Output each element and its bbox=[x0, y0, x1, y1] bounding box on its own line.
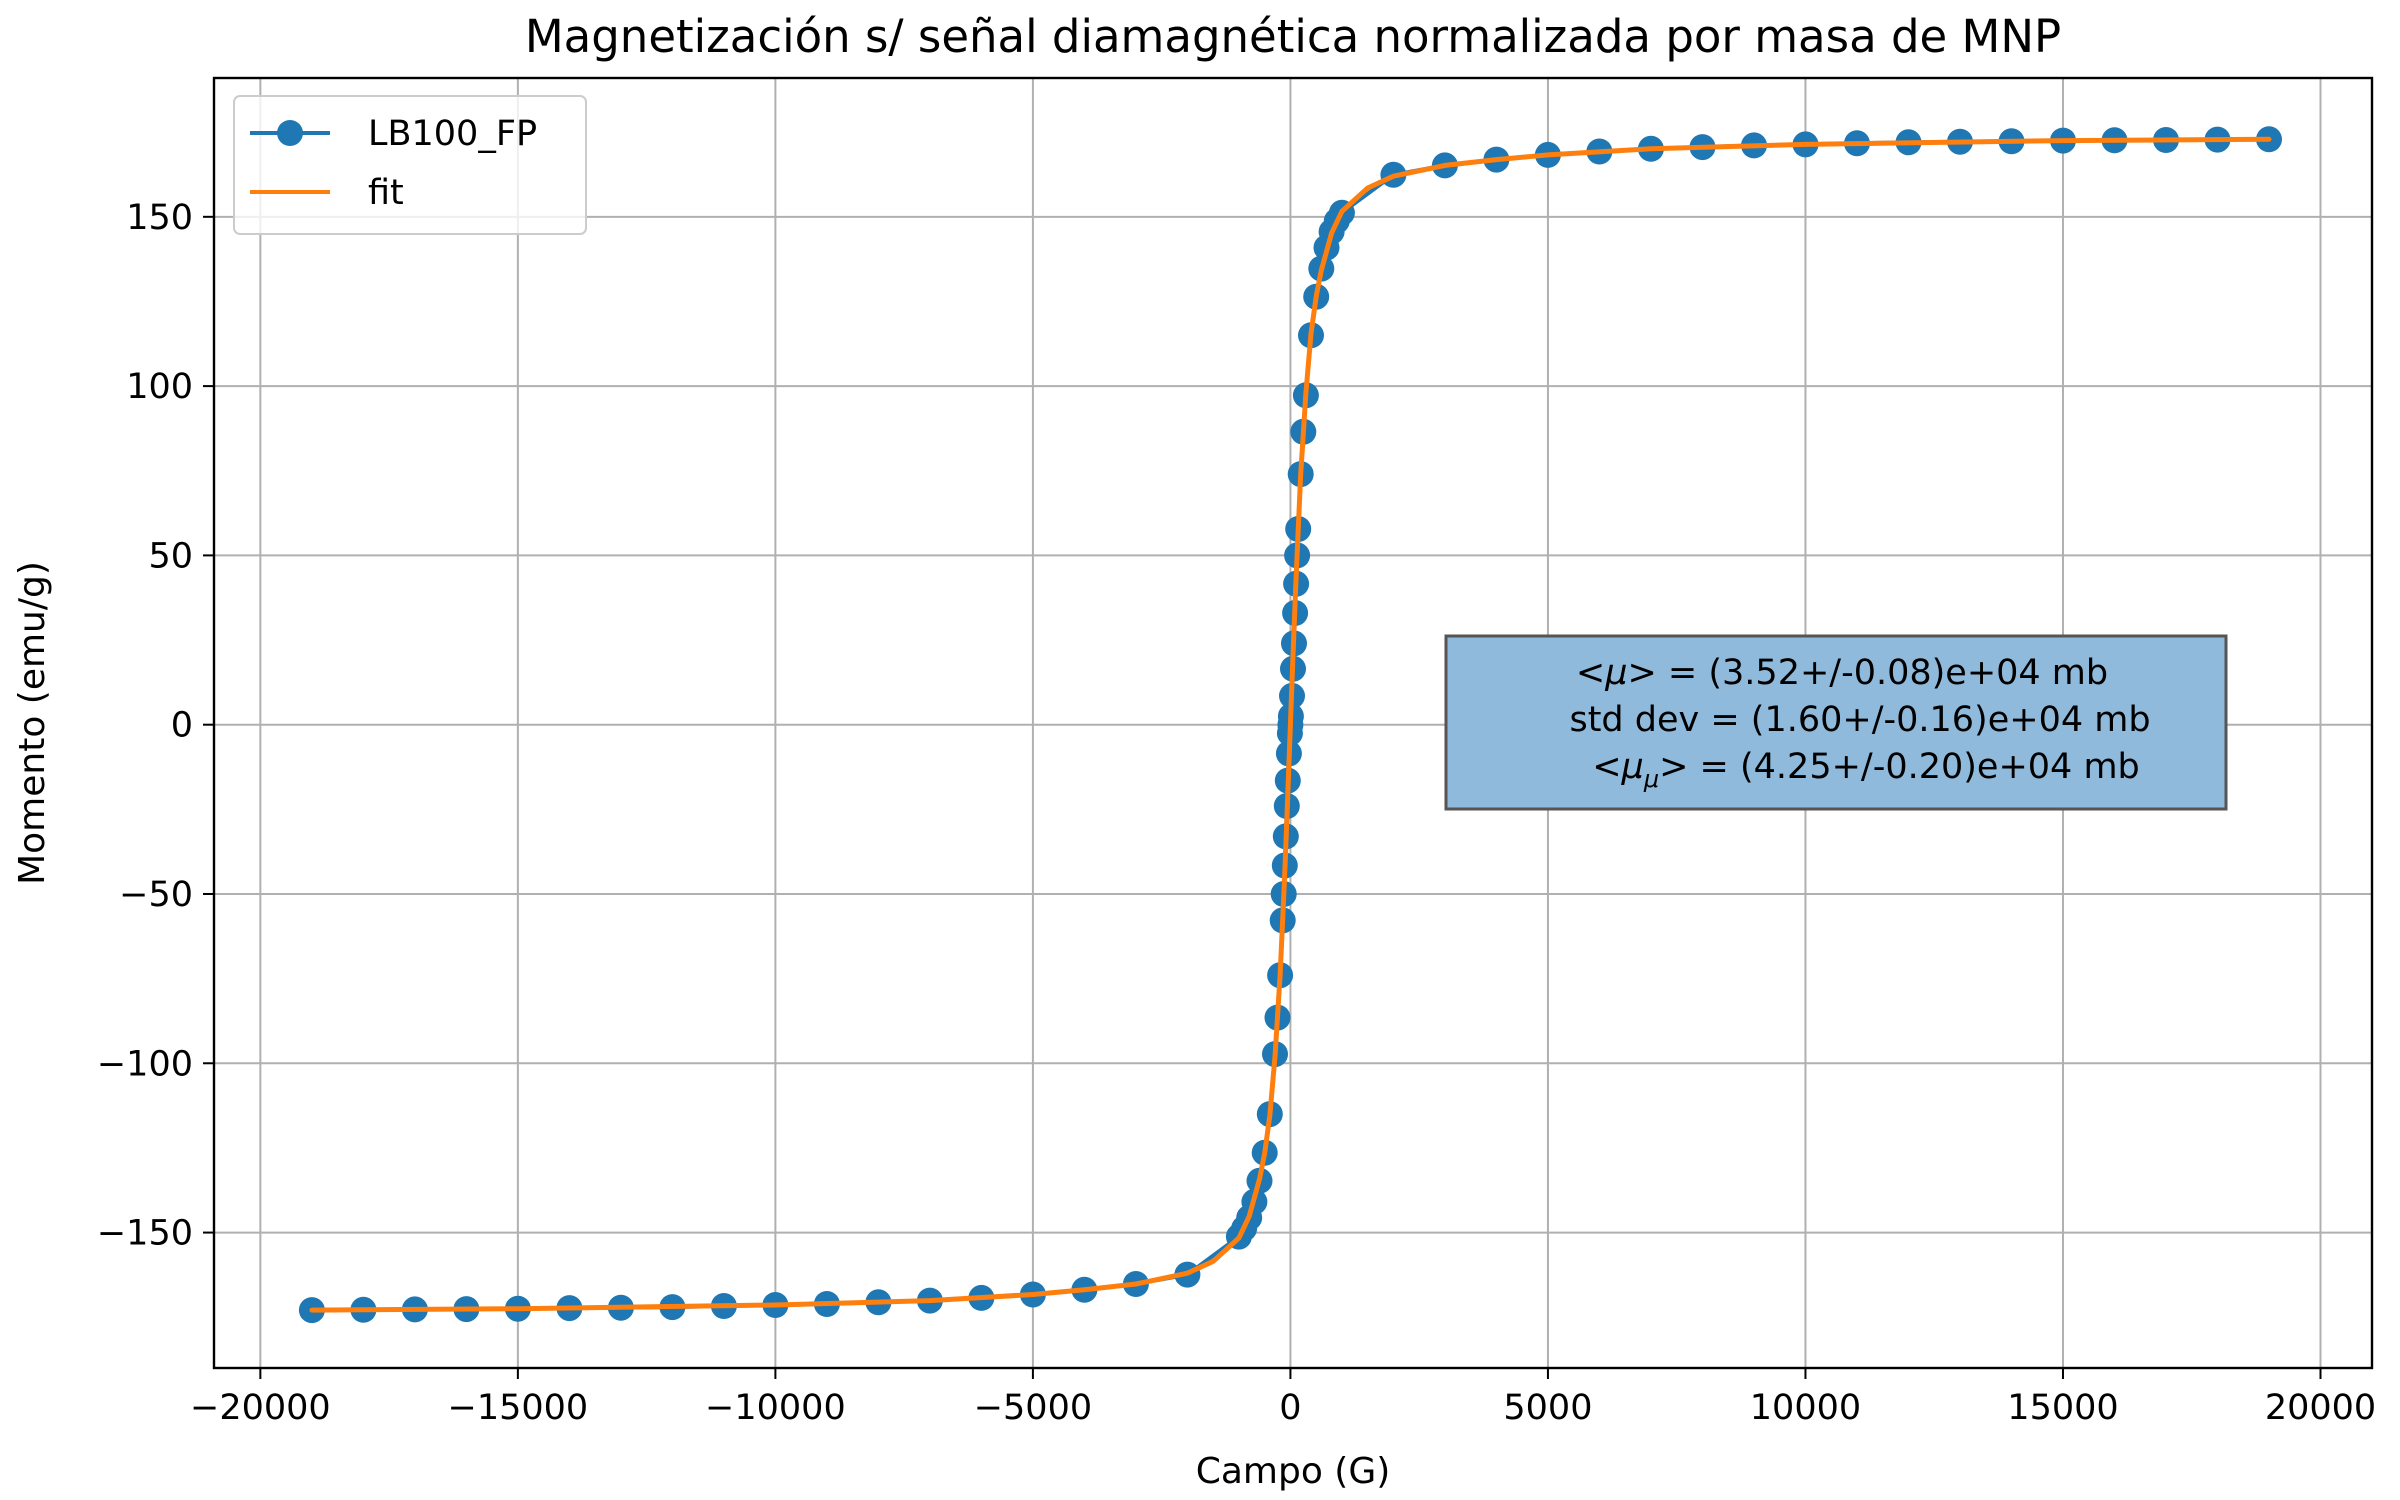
y-tick-label: 50 bbox=[148, 536, 193, 576]
x-tick-label: −20000 bbox=[190, 1388, 331, 1428]
legend: LB100_FP fit bbox=[233, 95, 587, 235]
annotation-line3-prefix: < bbox=[1592, 747, 1621, 787]
y-tick-label: −100 bbox=[97, 1044, 193, 1084]
axis-ticks: −20000 −15000 −10000 −5000 0 5000 10000 15000 20… bbox=[97, 198, 2376, 1428]
legend-label-fit: fit bbox=[368, 173, 404, 213]
x-tick-label: 15000 bbox=[2007, 1388, 2118, 1428]
annotation-mu-symbol: μ bbox=[1604, 653, 1627, 693]
series-layer bbox=[298, 126, 2282, 1324]
series-line-fit bbox=[309, 136, 2272, 1313]
plot-area-frame bbox=[212, 76, 2374, 1370]
annotation-mu-symbol-2: μ bbox=[1621, 747, 1644, 787]
annotation-line-mean-moment: <μ> = (3.52+/-0.08)e+04 mb bbox=[1576, 653, 2108, 693]
x-tick-label: 5000 bbox=[1503, 1388, 1592, 1428]
annotation-box: <μ> = (3.52+/-0.08)e+04 mb std dev = (1.… bbox=[1444, 634, 2228, 811]
legend-box bbox=[233, 95, 587, 235]
x-tick-label: 20000 bbox=[2265, 1388, 2376, 1428]
annotation-line1-value: > = (3.52+/-0.08)e+04 mb bbox=[1627, 653, 2108, 693]
legend-marker-lb100-fp bbox=[277, 120, 303, 146]
annotation-line1-prefix: < bbox=[1576, 653, 1605, 693]
annotation-line3-value: > = (4.25+/-0.20)e+04 mb bbox=[1659, 747, 2140, 787]
y-tick-label: 150 bbox=[126, 198, 193, 238]
y-tick-label: −150 bbox=[97, 1214, 193, 1254]
annotation-background bbox=[1444, 634, 2228, 811]
x-tick-label: 10000 bbox=[1750, 1388, 1861, 1428]
chart-title: Magnetización s/ señal diamagnética norm… bbox=[525, 10, 2061, 63]
annotation-mu-subscript: μ bbox=[1643, 765, 1659, 793]
y-axis-label: Momento (emu/g) bbox=[12, 561, 53, 885]
annotation-line-std-dev: std dev = (1.60+/-0.16)e+04 mb bbox=[1569, 700, 2150, 740]
x-tick-label: −5000 bbox=[974, 1388, 1092, 1428]
annotation-line-mean-mu-mu: <μμ> = (4.25+/-0.20)e+04 mb bbox=[1592, 747, 2140, 793]
y-tick-label: 100 bbox=[126, 367, 193, 407]
y-tick-label: −50 bbox=[119, 875, 193, 915]
x-tick-label: −15000 bbox=[448, 1388, 589, 1428]
x-tick-label: −10000 bbox=[705, 1388, 846, 1428]
legend-label-lb100-fp: LB100_FP bbox=[368, 114, 537, 154]
x-tick-label: 0 bbox=[1279, 1388, 1301, 1428]
y-tick-label: 0 bbox=[171, 706, 193, 746]
x-axis-label: Campo (G) bbox=[1196, 1451, 1391, 1492]
